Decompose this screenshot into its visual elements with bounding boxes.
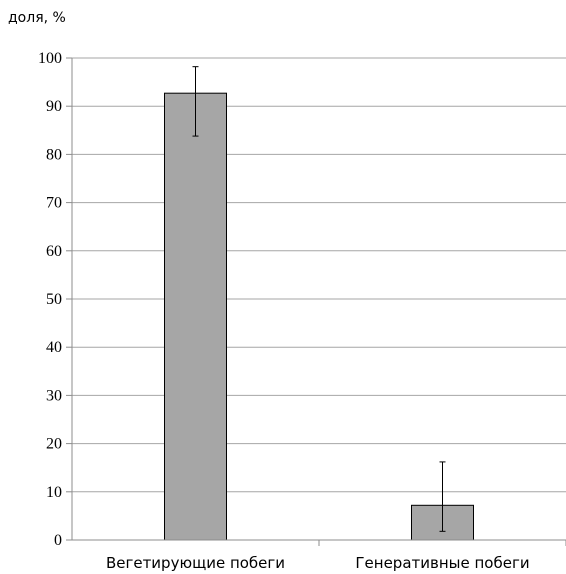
category-label-2: Генеративные побеги — [355, 554, 529, 572]
gridlines — [66, 57, 566, 541]
bars — [164, 66, 474, 541]
y-tick-label-30: 30 — [46, 387, 62, 404]
y-tick-label-70: 70 — [46, 195, 62, 212]
y-tick-label-100: 100 — [38, 50, 62, 67]
axes — [71, 58, 566, 546]
y-tick-label-10: 10 — [46, 484, 62, 501]
y-tick-label-60: 60 — [46, 243, 62, 260]
category-labels: Вегетирующие побеги Генеративные побеги — [106, 554, 530, 572]
y-tick-label-40: 40 — [46, 339, 62, 356]
y-tick-label-0: 0 — [54, 532, 62, 549]
y-tick-label-90: 90 — [46, 98, 62, 115]
bar-1 — [164, 92, 227, 541]
y-tick-label-80: 80 — [46, 146, 62, 163]
category-label-1: Вегетирующие побеги — [106, 554, 285, 572]
y-axis-label: доля, % — [8, 10, 66, 26]
y-tick-label-50: 50 — [46, 291, 62, 308]
y-tick-label-20: 20 — [46, 436, 62, 453]
y-tick-labels: 0 10 20 30 40 50 60 70 80 90 100 — [38, 50, 62, 549]
